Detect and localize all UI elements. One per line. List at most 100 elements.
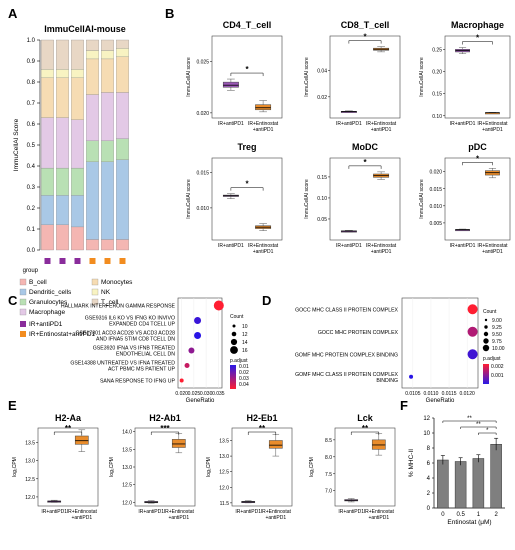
significance-label: * [245, 180, 249, 189]
y-tick-label: 0.04 [317, 68, 327, 74]
size-legend-dot [484, 318, 488, 322]
bar [490, 444, 502, 509]
significance-label: ** [65, 424, 72, 433]
bar-segment-Monocytes [56, 77, 69, 118]
bar-segment-Granulocytes [116, 138, 129, 160]
bar-segment-NK [56, 69, 69, 78]
plot-frame [177, 297, 223, 389]
y-tick-label: 0.2 [27, 206, 36, 212]
legend-swatch-B_cell [19, 278, 27, 286]
subplot-title: Treg [237, 142, 256, 152]
y-axis-label: ImmuCellAI score [419, 57, 425, 97]
plot-frame [329, 157, 401, 241]
term-label: ACT PBMC MS PATIENT UP [108, 367, 176, 373]
bar-segment-Macrophage [41, 117, 54, 169]
legend-swatch-Dendritic_cells [19, 288, 27, 296]
bar-segment-T_cell [86, 39, 99, 51]
y-tick-label: 13.0 [25, 459, 35, 465]
y-tick-label: 0 [427, 506, 431, 512]
y-tick-label: 1.0 [27, 38, 36, 44]
y-tick-label: 13.5 [122, 447, 132, 453]
x-axis-label: GeneRatio [426, 398, 455, 404]
bar-segment-NK [41, 69, 54, 78]
significance-label: * [486, 428, 489, 434]
y-tick-label: 13.0 [122, 465, 132, 471]
bar [454, 461, 467, 509]
y-tick-label: 0.1 [27, 227, 36, 233]
x-tick-label: 0.5 [456, 512, 465, 518]
y-tick-label: 0.20 [432, 69, 442, 75]
dot [179, 378, 184, 383]
x-tick-label: IR+Entinostat [248, 243, 279, 249]
bar-segment-Macrophage [101, 92, 114, 141]
y-tick-label: 13.5 [25, 441, 35, 447]
term-label: HALLMARK INTERFERON GAMMA RESPONSE [61, 304, 176, 310]
x-tick-label: +antiPD1 [368, 515, 389, 521]
x-tick-label: IR+antiPD1 [450, 121, 476, 127]
panel-label-a: A [8, 6, 18, 21]
y-axis-label: ImmuCellAI score [186, 179, 192, 219]
size-legend-dot [230, 338, 238, 346]
size-legend-label: 10.00 [492, 346, 505, 352]
x-tick-label: 0.0115 [442, 391, 457, 397]
plot-frame [134, 427, 196, 507]
plot-frame [37, 427, 99, 507]
x-tick-label: IR+antiPD1 [235, 509, 261, 515]
y-tick-label: 0.5 [27, 143, 36, 149]
x-tick-label: IR+Entinostat [366, 243, 397, 249]
legend-swatch-Macrophage [19, 308, 27, 316]
x-tick-label: 0.0110 [423, 391, 438, 397]
x-tick-label: IR+antiPD1 [336, 121, 362, 127]
group-legend-label: IR+antiPD1 [29, 321, 63, 328]
y-tick-label: 0.015 [429, 187, 442, 193]
subplot-title: H2-Ab1 [149, 413, 181, 423]
y-tick-label: 0.8 [27, 80, 36, 86]
significance-bracket [348, 165, 382, 169]
y-tick-label: 0.15 [317, 175, 327, 181]
significance-label: ** [476, 422, 481, 428]
y-tick-label: 12.0 [219, 485, 229, 491]
size-legend-dot [483, 338, 489, 344]
bar-segment-B_cell [101, 239, 114, 251]
color-tick-label: 0.04 [239, 382, 249, 388]
y-tick-label: 12.5 [25, 477, 35, 483]
subplot-title: CD4_T_cell [223, 20, 272, 30]
subplot-title: H2-Aa [55, 413, 82, 423]
bar-segment-NK [71, 69, 84, 78]
y-tick-label: 0.010 [196, 206, 209, 212]
bar-segment-Granulocytes [71, 167, 84, 196]
x-tick-label: IR+antiPD1 [218, 121, 244, 127]
legend-swatch-Granulocytes [19, 298, 27, 306]
legend-label-Macrophage: Macrophage [29, 309, 66, 316]
term-label: AND IFNA5 STIM CD8 TCELL DN [96, 337, 175, 343]
term-label: GSE17301 ACD3 ACD28 VS ACD3 ACD28 [76, 331, 176, 337]
size-legend-label: 10 [242, 324, 248, 330]
y-axis-label: log₂CPM [309, 457, 315, 477]
y-tick-label: 0.02 [317, 95, 327, 101]
size-legend-dot [483, 331, 489, 337]
y-tick-label: 7.0 [325, 489, 332, 495]
term-label: EXPANDED CD4 TCELL UP [109, 322, 175, 328]
significance-bracket [150, 431, 180, 435]
x-tick-label: IR+Entinostat [477, 121, 508, 127]
color-legend-title: p.adjust [483, 356, 501, 362]
bar-segment-T_cell [71, 39, 84, 70]
subplot-title: pDC [468, 142, 487, 152]
y-tick-label: 4 [427, 476, 431, 482]
significance-label: ** [362, 424, 369, 433]
x-tick-label: IR+Entinostat [364, 509, 395, 515]
dot [467, 349, 478, 360]
y-tick-label: 10 [423, 431, 430, 437]
panel-label-f: F [400, 398, 408, 413]
size-legend-dot [232, 324, 236, 328]
significance-label: * [363, 33, 367, 42]
box [268, 440, 283, 449]
panel-label-e: E [8, 398, 17, 413]
x-tick-label: 0.035 [212, 391, 225, 397]
y-tick-label: 14.0 [122, 430, 132, 436]
subplot-title: Lck [357, 413, 374, 423]
plot-frame [444, 35, 511, 119]
bar-segment-Granulocytes [101, 140, 114, 162]
y-tick-label: 0.010 [429, 204, 442, 210]
